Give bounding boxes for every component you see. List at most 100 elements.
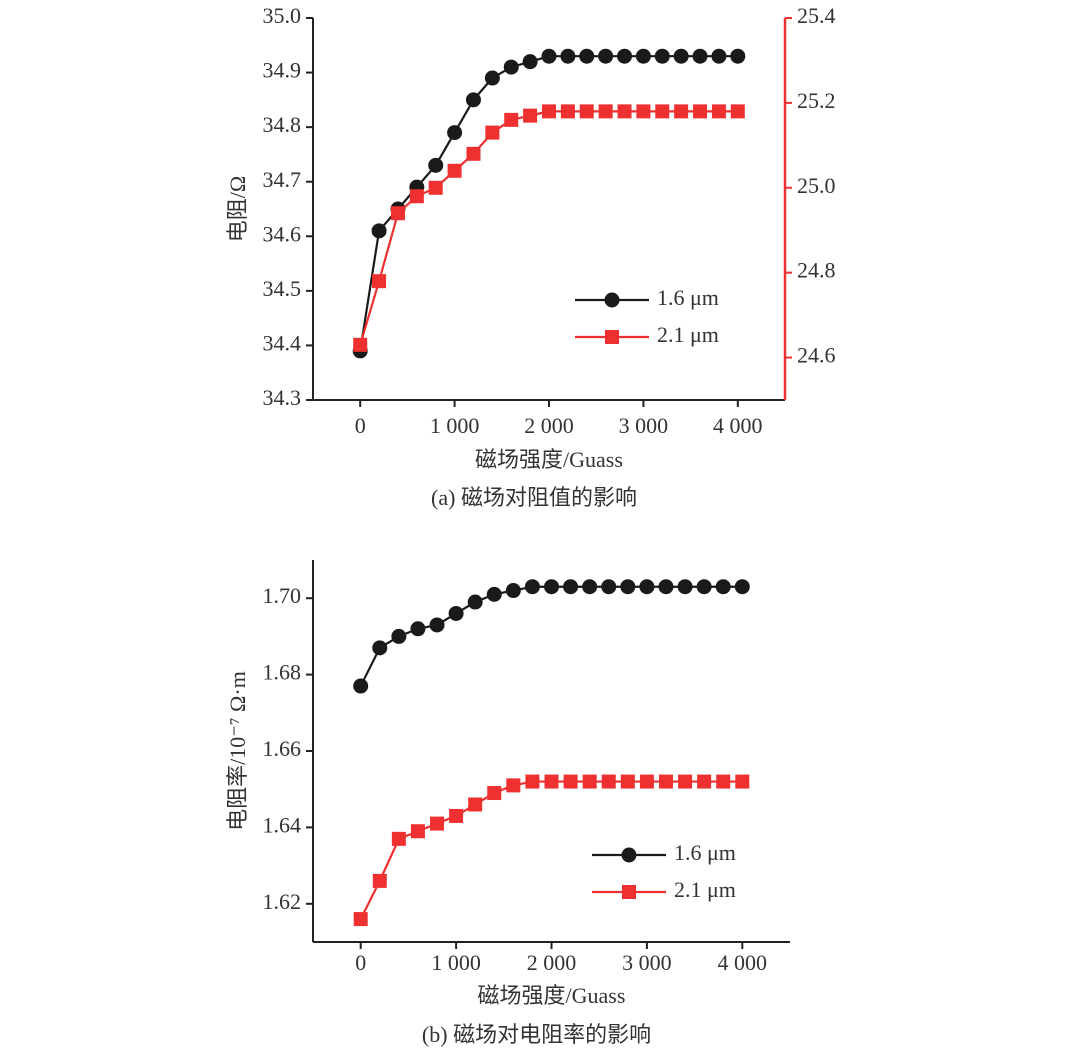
marker (673, 48, 689, 64)
x-tick-label: 2 000 (527, 950, 577, 975)
y-tick-label: 34.9 (263, 58, 302, 83)
marker (430, 816, 445, 831)
marker (579, 104, 594, 119)
marker (715, 579, 731, 595)
marker (522, 54, 538, 70)
marker (582, 579, 598, 595)
marker (677, 579, 693, 595)
legend-label: 2.1 μm (657, 322, 719, 347)
marker (410, 621, 426, 637)
y2-tick-label: 25.0 (797, 173, 836, 198)
x-tick-label: 3 000 (622, 950, 672, 975)
y2-tick-label: 25.2 (797, 88, 836, 113)
marker (428, 157, 444, 173)
marker (503, 59, 519, 75)
y2-tick-label: 25.4 (797, 3, 836, 28)
x-axis-label: 磁场强度/Guass (475, 447, 623, 472)
marker (678, 774, 693, 789)
marker (658, 579, 674, 595)
series-line (359, 585, 743, 687)
marker (353, 912, 368, 927)
marker (544, 579, 559, 595)
x-tick-label: 4 000 (718, 950, 768, 975)
marker (541, 48, 557, 64)
marker (468, 797, 483, 812)
marker (560, 104, 575, 119)
marker (448, 605, 464, 621)
legend-label: 1.6 μm (674, 840, 736, 865)
marker (523, 108, 538, 123)
marker (692, 48, 708, 64)
marker (582, 774, 597, 789)
marker (735, 774, 750, 789)
marker (429, 617, 445, 633)
marker (711, 48, 727, 64)
marker (579, 48, 595, 64)
marker (730, 104, 745, 119)
y-tick-label: 34.4 (263, 330, 302, 355)
marker (617, 104, 632, 119)
marker (391, 831, 406, 846)
chart: 0 1 000 2 000 3 000 4 000 1.62 1.64 1.66 1.68 1.7… (225, 560, 790, 1047)
y-tick-label: 1.70 (263, 583, 302, 608)
x-tick-label: 4 000 (713, 413, 763, 438)
chart: 0 1 000 2 000 3 000 4 000 34.3 34.4 34.5 34.6 34.… (225, 3, 835, 510)
marker (696, 579, 712, 595)
marker (524, 579, 540, 595)
marker (353, 337, 368, 352)
y-tick-label: 34.6 (263, 221, 302, 246)
y-tick-label: 34.7 (263, 167, 302, 192)
y-axis-label: 电阻/Ω (225, 176, 250, 242)
marker (655, 104, 670, 119)
marker (636, 104, 651, 119)
marker (697, 774, 712, 789)
marker (353, 678, 369, 694)
y-tick-label: 34.3 (263, 385, 302, 410)
caption: (b) 磁场对电阻率的影响 (422, 1022, 651, 1047)
marker (428, 180, 443, 195)
marker (639, 774, 654, 789)
y-tick-label: 34.5 (263, 276, 302, 301)
marker (598, 104, 613, 119)
marker (391, 628, 407, 644)
marker (716, 774, 731, 789)
marker (734, 579, 750, 595)
marker (505, 583, 521, 599)
legend-marker (622, 885, 636, 899)
marker (486, 586, 502, 602)
marker (544, 774, 559, 789)
marker (542, 104, 556, 119)
marker (639, 579, 655, 595)
legend-label: 1.6 μm (657, 285, 719, 310)
marker (601, 579, 617, 595)
caption: (a) 磁场对阻值的影响 (431, 485, 637, 510)
legend-marker (604, 292, 620, 308)
marker (506, 778, 521, 793)
x-tick-label: 0 (355, 950, 366, 975)
marker (563, 774, 578, 789)
y-axis-label: 电阻率/10⁻⁷ Ω·m (225, 671, 250, 831)
marker (465, 92, 481, 108)
marker (560, 48, 576, 64)
marker (601, 774, 616, 789)
marker (620, 579, 636, 595)
marker (449, 808, 464, 823)
marker (658, 774, 673, 789)
marker (409, 189, 424, 204)
marker (372, 873, 387, 888)
legend-marker (621, 847, 637, 863)
legend-label: 2.1 μm (674, 877, 736, 902)
marker (372, 274, 387, 289)
y-tick-label: 35.0 (263, 3, 302, 28)
marker (485, 125, 500, 140)
marker (635, 48, 651, 64)
legend-marker (605, 330, 619, 344)
marker (390, 206, 405, 221)
marker (525, 774, 540, 789)
marker (410, 824, 425, 839)
marker (563, 579, 579, 595)
x-tick-label: 2 000 (524, 413, 574, 438)
marker (447, 163, 462, 178)
y-tick-label: 1.66 (263, 736, 302, 761)
